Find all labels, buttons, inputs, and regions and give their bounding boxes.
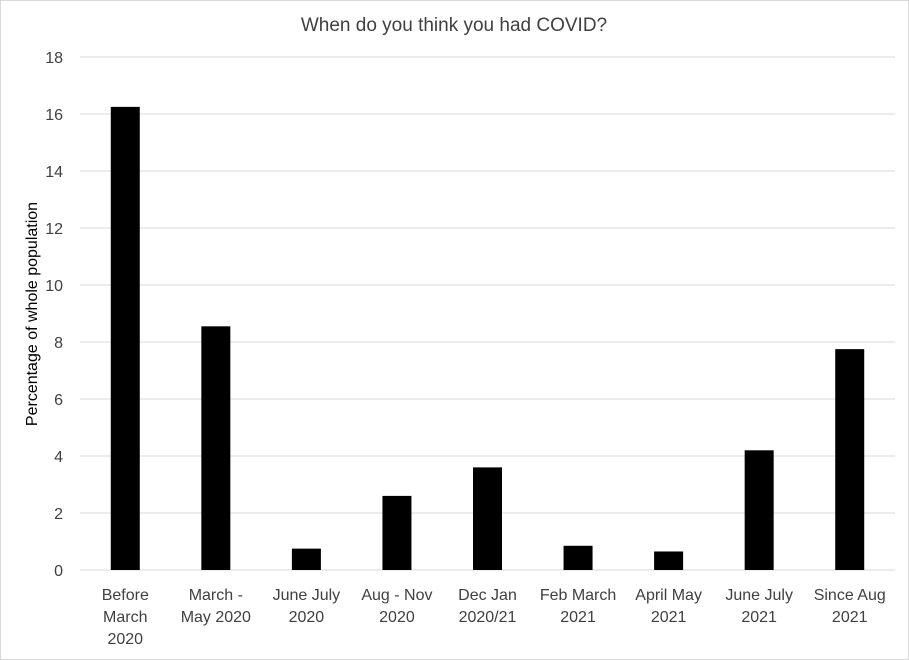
y-tick-label: 14: [45, 164, 63, 181]
y-tick-label: 6: [54, 392, 63, 409]
bar: [835, 349, 865, 570]
x-tick-label: Since Aug 2021: [814, 587, 886, 626]
y-tick-label: 0: [54, 563, 63, 580]
y-tick-label: 2: [54, 506, 63, 523]
y-tick-label: 4: [54, 449, 63, 466]
x-tick-label: June July 2020: [273, 587, 341, 626]
bars: [110, 106, 865, 570]
x-tick-label: Before March 2020: [102, 587, 149, 648]
bar: [382, 495, 412, 570]
bar: [654, 551, 684, 570]
x-tick-label: Feb March 2021: [540, 587, 616, 626]
bar: [291, 548, 321, 570]
x-tick-label: Aug - Nov 2020: [361, 587, 432, 626]
y-tick-label: 16: [45, 107, 63, 124]
bar: [744, 450, 774, 570]
y-axis-label: Percentage of whole population: [24, 202, 41, 426]
y-tick-label: 18: [45, 50, 63, 67]
y-tick-label: 10: [45, 278, 63, 295]
x-axis-ticks: Before March 2020 March -May 2020 June July 2…: [102, 587, 886, 648]
chart-title: When do you think you had COVID?: [301, 15, 607, 36]
x-tick-label: Dec Jan 2020/21: [458, 587, 517, 626]
y-tick-label: 8: [54, 335, 63, 352]
x-tick-label: March -May 2020: [181, 587, 251, 626]
bar: [110, 106, 140, 570]
bar: [473, 467, 502, 570]
x-tick-label: April May 2021: [635, 587, 702, 626]
x-tick-label: June July 2021: [725, 587, 793, 626]
y-axis-ticks: 0 2 4 6 8 10 12 14 16 18: [45, 50, 63, 580]
y-tick-label: 12: [45, 221, 63, 238]
bar: [201, 326, 231, 570]
bar: [563, 545, 593, 570]
